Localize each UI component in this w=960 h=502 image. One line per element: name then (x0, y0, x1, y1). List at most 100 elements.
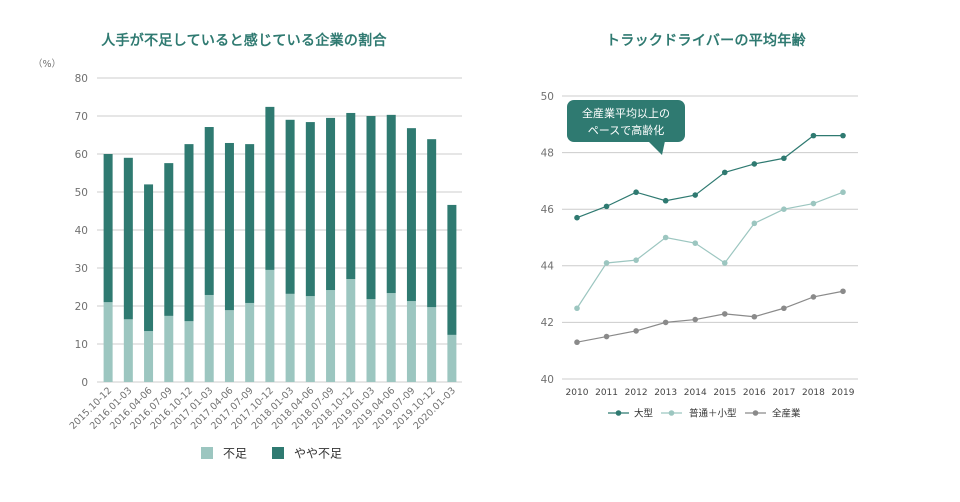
point-standard-small-2012 (633, 257, 639, 263)
right-x-tick-label: 2017 (772, 388, 795, 398)
right-y-tick-label: 44 (541, 261, 555, 273)
legend-label-all-industries: 全産業 (772, 408, 801, 420)
left-y-tick-label: 30 (75, 263, 88, 275)
bar-shortage-7 (245, 302, 255, 382)
series-line-standard-small (576, 191, 844, 309)
bar-shortage-1 (123, 319, 133, 382)
point-standard-small-2016 (751, 220, 758, 227)
left-y-tick-label: 50 (75, 187, 88, 199)
bar-slight-shortage-14 (386, 114, 396, 294)
bar-slight-shortage-0 (103, 154, 113, 303)
bar-slight-shortage-9 (285, 119, 295, 294)
point-all-industries-2018 (810, 294, 817, 300)
bar-slight-shortage-17 (447, 204, 457, 335)
bar-slight-shortage-2 (144, 184, 154, 332)
bar-slight-shortage-8 (265, 106, 275, 270)
bar-shortage-10 (305, 296, 315, 382)
legend-label-shortage: 不足 (223, 447, 247, 461)
left-chart-title: 人手が不足していると感じている企業の割合 (101, 32, 387, 49)
right-y-tick-label: 40 (541, 374, 554, 386)
bar-slight-shortage-13 (366, 116, 376, 300)
point-standard-small-2011 (603, 260, 610, 266)
point-all-industries-2011 (603, 333, 610, 340)
right-x-tick-label: 2013 (654, 388, 677, 398)
right-line-chart: トラックドライバーの平均年齢 40 42 44 46 48 50 2010 2011 2012… (541, 32, 858, 420)
bar-shortage-8 (265, 269, 275, 382)
point-all-industries-2016 (751, 313, 758, 320)
bar-shortage-16 (427, 307, 437, 382)
bar-slight-shortage-10 (305, 122, 315, 297)
bar-shortage-6 (224, 310, 234, 382)
point-standard-small-2013 (662, 234, 669, 241)
right-x-tick-label: 2011 (595, 388, 618, 398)
bar-shortage-0 (103, 302, 113, 382)
bar-shortage-4 (184, 321, 194, 382)
right-x-tick-label: 2014 (684, 388, 707, 398)
point-all-industries-2012 (633, 328, 639, 334)
point-large-2015 (721, 169, 728, 176)
bar-shortage-9 (285, 293, 295, 382)
right-y-tick-label: 42 (541, 317, 554, 329)
point-large-2017 (781, 155, 787, 162)
right-chart-legend: 大型 普通＋小型 全産業 (608, 408, 801, 420)
bar-slight-shortage-16 (427, 139, 437, 308)
point-all-industries-2017 (781, 305, 787, 312)
right-x-tick-label: 2010 (566, 388, 589, 398)
point-all-industries-2010 (574, 339, 580, 346)
legend-swatch-shortage (201, 447, 213, 459)
legend-marker-all-industries (752, 410, 759, 416)
point-all-industries-2014 (692, 316, 699, 323)
bar-slight-shortage-3 (164, 163, 174, 316)
point-standard-small-2019 (840, 189, 846, 196)
left-chart-gridlines (97, 77, 462, 383)
right-chart-series (574, 132, 846, 346)
left-chart-y-axis: 0 10 20 30 40 50 60 70 80 (75, 73, 88, 389)
bar-slight-shortage-7 (245, 144, 255, 303)
left-bar-chart: 人手が不足していると感じている企業の割合 （%） 0 10 20 30 40 50 60 70… (33, 32, 462, 461)
right-x-tick-label: 2015 (713, 388, 736, 398)
bar-shortage-17 (447, 334, 457, 382)
right-x-tick-label: 2019 (832, 388, 855, 398)
left-chart-unit-label: （%） (33, 58, 61, 70)
right-chart-gridlines (562, 95, 858, 380)
point-large-2016 (751, 161, 758, 167)
left-y-tick-label: 10 (75, 339, 88, 351)
right-chart-title: トラックドライバーの平均年齢 (606, 32, 807, 49)
legend-item-all-industries: 全産業 (745, 408, 801, 420)
legend-marker-large (615, 410, 622, 416)
point-large-2019 (840, 132, 846, 139)
right-chart-y-axis: 40 42 44 46 48 50 (541, 91, 555, 386)
left-y-tick-label: 0 (81, 377, 88, 389)
bar-slight-shortage-5 (204, 127, 214, 295)
series-large (574, 132, 846, 221)
legend-label-slight-shortage: やや不足 (294, 447, 342, 461)
bar-slight-shortage-11 (326, 117, 336, 291)
legend-swatch-slight-shortage (272, 447, 284, 459)
legend-label-large: 大型 (634, 408, 654, 420)
point-standard-small-2017 (781, 206, 787, 212)
right-x-tick-label: 2016 (743, 388, 766, 398)
legend-label-standard-small: 普通＋小型 (689, 408, 737, 420)
left-y-tick-label: 40 (75, 225, 88, 237)
bar-slight-shortage-4 (184, 144, 194, 322)
point-all-industries-2015 (721, 311, 728, 317)
right-x-tick-label: 2018 (802, 388, 825, 398)
bar-shortage-5 (204, 294, 214, 382)
bar-shortage-15 (406, 301, 416, 382)
legend-item-large: 大型 (608, 408, 654, 420)
bar-slight-shortage-1 (123, 157, 133, 320)
bar-shortage-2 (144, 331, 154, 382)
right-x-tick-label: 2012 (625, 388, 648, 398)
right-y-tick-label: 46 (541, 204, 555, 216)
bar-slight-shortage-12 (346, 112, 356, 280)
left-y-tick-label: 60 (75, 149, 88, 161)
legend-marker-standard-small (668, 410, 675, 416)
annotation-line-1: 全産業平均以上の (582, 106, 670, 120)
point-all-industries-2013 (662, 319, 669, 326)
left-chart-bars (103, 106, 457, 382)
left-chart-legend: 不足 やや不足 (201, 447, 342, 461)
right-y-tick-label: 50 (541, 91, 554, 103)
annotation-line-2: ペースで高齢化 (588, 123, 664, 137)
series-line-all-industries (576, 290, 844, 343)
